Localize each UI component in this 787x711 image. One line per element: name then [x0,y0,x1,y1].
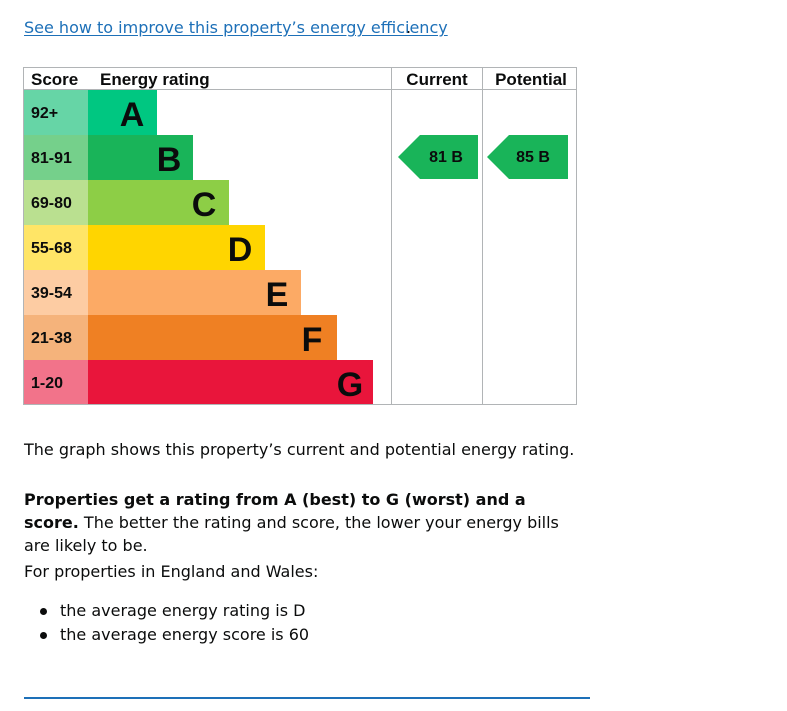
rating-band-b: 81-91 B [23,135,193,180]
potential-rating-label: 85 B [516,149,550,166]
graph-frame [23,67,577,405]
potential-arrow-shape [487,135,568,179]
score-range-label: 92+ [31,105,58,122]
score-range-label: 81-91 [31,150,72,167]
rating-letter-b: B [157,141,182,179]
average-rating-item: the average energy rating is D [24,599,309,623]
current-arrow-shape [398,135,478,179]
rating-band-f: 21-38 F [23,315,337,360]
score-range-label: 21-38 [31,330,72,347]
rating-letter-a: A [120,96,145,134]
score-range-label: 39-54 [31,285,72,302]
rating-band-d: 55-68 D [23,225,265,270]
graph-description: The graph shows this property’s current … [24,440,575,459]
potential-rating-arrow: 85 B [487,135,568,179]
improve-energy-efficiency-link[interactable]: See how to improve this property’s energ… [24,18,448,37]
rating-band-e: 39-54 E [23,270,301,315]
rating-band-a: 92+ A [23,90,157,135]
rating-letter-d: D [228,231,253,269]
rating-letter-g: G [337,366,363,404]
current-rating-arrow: 81 B [398,135,478,179]
score-range-cell [23,270,88,315]
average-list: the average energy rating is D the avera… [24,599,309,647]
current-rating-label: 81 B [429,149,463,166]
score-range-cell [23,90,88,135]
rating-explanation-bold: Properties get a rating from A (best) to… [24,490,526,532]
current-header: Current [406,70,468,89]
rating-bar-a [88,90,157,135]
rating-bar-f [88,315,337,360]
score-range-cell [23,315,88,360]
rating-letter-e: E [266,276,289,314]
energy-rating-header: Energy rating [100,70,210,89]
score-range-cell [23,180,88,225]
rating-bar-e [88,270,301,315]
score-range-label: 1-20 [31,375,63,392]
average-score-item: the average energy score is 60 [24,623,309,647]
score-range-cell [23,360,88,405]
rating-band-g: 1-20 G [23,360,373,405]
score-header: Score [31,70,78,89]
potential-header: Potential [495,70,567,89]
rating-band-c: 69-80 C [23,180,229,225]
section-divider [24,697,590,699]
rating-letter-f: F [302,321,323,359]
score-range-cell [23,225,88,270]
rating-bar-b [88,135,193,180]
rating-bands: 92+ A 81-91 B 69-80 C 55-68 D 39-54 E 21-38 F 1-20 G [23,90,373,405]
rating-bar-g [88,360,373,405]
score-range-cell [23,135,88,180]
rating-explanation: Properties get a rating from A (best) to… [24,488,584,557]
score-range-label: 55-68 [31,240,72,257]
england-wales-intro: For properties in England and Wales: [24,562,319,581]
rating-bar-d [88,225,265,270]
rating-letter-c: C [192,186,217,224]
rating-explanation-rest: The better the rating and score, the low… [24,513,559,555]
link-trailing-period: . [406,18,412,37]
score-range-label: 69-80 [31,195,72,212]
rating-bar-c [88,180,229,225]
